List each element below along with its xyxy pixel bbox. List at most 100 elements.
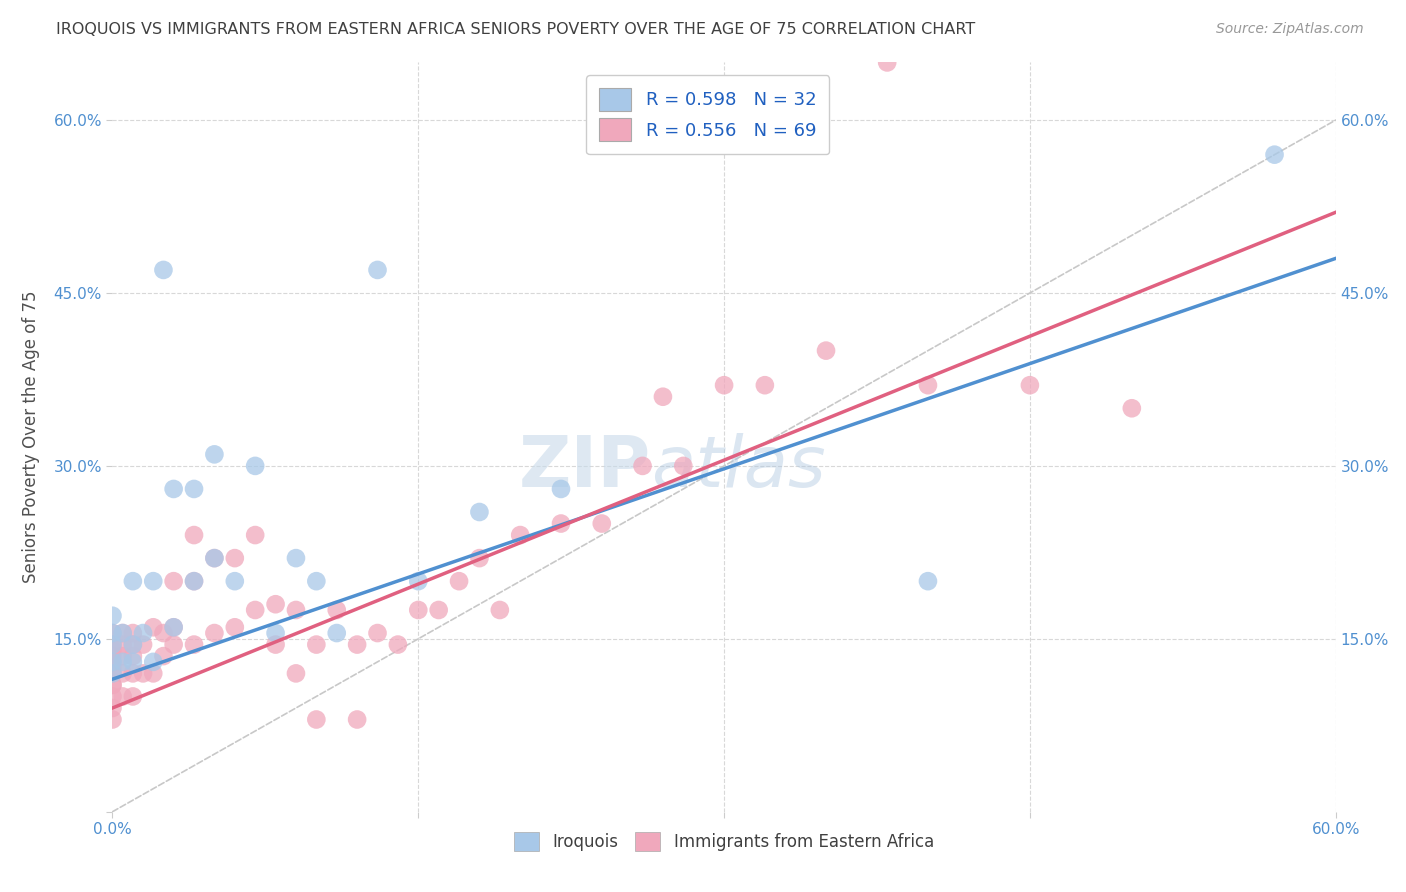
Point	[672, 458, 695, 473]
Y-axis label: Seniors Poverty Over the Age of 75: Seniors Poverty Over the Age of 75	[21, 291, 39, 583]
Point	[264, 638, 287, 652]
Point	[142, 574, 165, 589]
Point	[101, 666, 124, 681]
Point	[224, 620, 246, 634]
Point	[111, 666, 134, 681]
Point	[876, 55, 898, 70]
Point	[408, 603, 430, 617]
Point	[245, 528, 267, 542]
Point	[111, 690, 134, 704]
Legend: Iroquois, Immigrants from Eastern Africa: Iroquois, Immigrants from Eastern Africa	[506, 823, 942, 860]
Point	[101, 690, 124, 704]
Point	[183, 638, 205, 652]
Point	[284, 666, 308, 681]
Point	[183, 574, 205, 589]
Point	[284, 603, 308, 617]
Point	[183, 482, 205, 496]
Point	[163, 574, 186, 589]
Point	[1018, 378, 1040, 392]
Point	[284, 551, 308, 566]
Point	[122, 655, 145, 669]
Point	[917, 574, 939, 589]
Point	[204, 447, 226, 461]
Point	[101, 655, 124, 669]
Text: Source: ZipAtlas.com: Source: ZipAtlas.com	[1216, 22, 1364, 37]
Point	[101, 678, 124, 692]
Point	[326, 626, 349, 640]
Point	[204, 551, 226, 566]
Point	[111, 626, 134, 640]
Point	[163, 620, 186, 634]
Point	[163, 620, 186, 634]
Point	[122, 666, 145, 681]
Text: IROQUOIS VS IMMIGRANTS FROM EASTERN AFRICA SENIORS POVERTY OVER THE AGE OF 75 CO: IROQUOIS VS IMMIGRANTS FROM EASTERN AFRI…	[56, 22, 976, 37]
Point	[468, 505, 491, 519]
Point	[183, 574, 205, 589]
Point	[101, 655, 124, 669]
Point	[111, 655, 134, 669]
Point	[264, 597, 287, 611]
Text: atlas: atlas	[651, 433, 825, 501]
Point	[815, 343, 838, 358]
Point	[101, 643, 124, 657]
Point	[550, 482, 572, 496]
Point	[408, 574, 430, 589]
Point	[122, 626, 145, 640]
Point	[366, 263, 388, 277]
Point	[305, 713, 328, 727]
Point	[1121, 401, 1143, 416]
Point	[101, 660, 124, 674]
Point	[387, 638, 409, 652]
Point	[550, 516, 572, 531]
Point	[631, 458, 654, 473]
Point	[305, 574, 328, 589]
Point	[917, 378, 939, 392]
Point	[101, 678, 124, 692]
Point	[101, 638, 124, 652]
Point	[111, 638, 134, 652]
Point	[122, 649, 145, 664]
Point	[101, 626, 124, 640]
Point	[111, 626, 134, 640]
Point	[447, 574, 470, 589]
Point	[245, 603, 267, 617]
Point	[163, 482, 186, 496]
Point	[142, 655, 165, 669]
Point	[346, 713, 368, 727]
Point	[163, 638, 186, 652]
Point	[224, 551, 246, 566]
Point	[204, 551, 226, 566]
Point	[468, 551, 491, 566]
Point	[101, 666, 124, 681]
Point	[132, 626, 155, 640]
Point	[427, 603, 450, 617]
Point	[101, 626, 124, 640]
Point	[204, 626, 226, 640]
Point	[111, 649, 134, 664]
Point	[142, 620, 165, 634]
Point	[101, 713, 124, 727]
Point	[754, 378, 776, 392]
Point	[366, 626, 388, 640]
Point	[224, 574, 246, 589]
Point	[132, 666, 155, 681]
Point	[152, 649, 174, 664]
Point	[183, 528, 205, 542]
Point	[245, 458, 267, 473]
Text: ZIP: ZIP	[519, 433, 651, 501]
Point	[591, 516, 613, 531]
Point	[122, 690, 145, 704]
Point	[101, 608, 124, 623]
Point	[122, 574, 145, 589]
Point	[101, 649, 124, 664]
Point	[346, 638, 368, 652]
Point	[101, 638, 124, 652]
Point	[264, 626, 287, 640]
Point	[1264, 147, 1286, 161]
Point	[132, 638, 155, 652]
Point	[122, 638, 145, 652]
Point	[489, 603, 512, 617]
Point	[713, 378, 735, 392]
Point	[509, 528, 531, 542]
Point	[122, 638, 145, 652]
